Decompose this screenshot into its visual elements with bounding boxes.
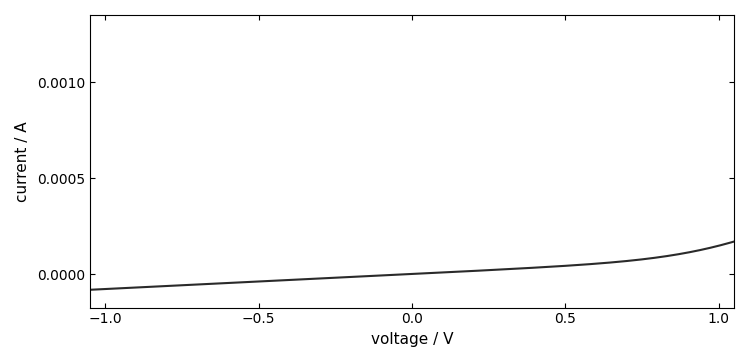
X-axis label: voltage / V: voltage / V <box>371 332 453 347</box>
Y-axis label: current / A: current / A <box>15 121 30 202</box>
